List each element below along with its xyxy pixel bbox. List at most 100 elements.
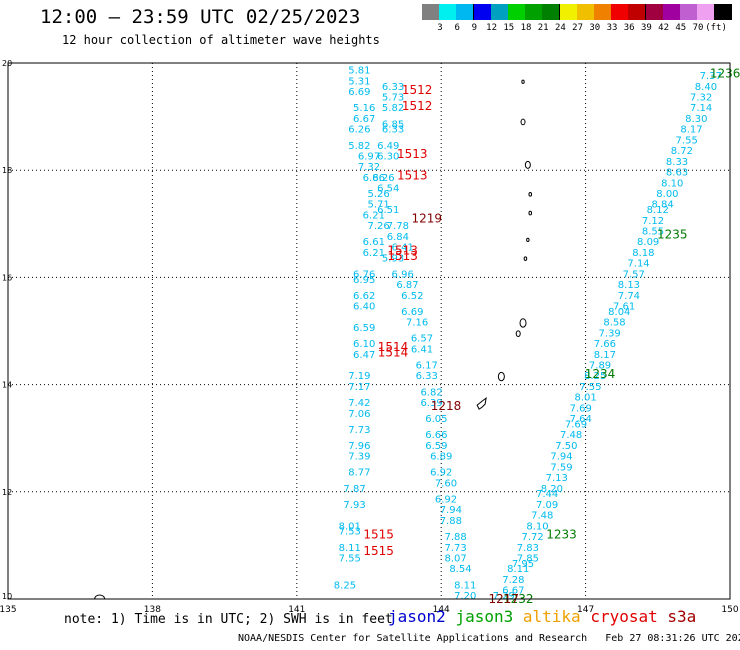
wave-height-value: 7.14 [627,259,649,270]
wave-height-value: 5.71 [367,200,389,211]
wave-height-value: 6.87 [396,280,418,291]
page-subtitle: 12 hour collection of altimeter wave hei… [62,33,380,47]
time-label: 1218 [431,399,462,413]
wave-height-value: 7.32 [358,162,380,173]
wave-height-value: 8.25 [584,371,606,382]
island-outline [497,371,505,382]
wave-height-value: 7.44 [536,489,558,500]
time-label: 1513 [387,249,418,263]
color-label: 42 [658,23,670,33]
wave-height-value: 8.10 [526,521,548,532]
wave-height-value: 6.17 [416,361,438,372]
wave-height-value: 8.01 [574,393,596,404]
wave-height-value: 8.63 [666,168,688,179]
wave-height-value: 7.59 [550,462,572,473]
wave-height-value: 7.64 [570,414,592,425]
wave-height-value: 6.85 [382,119,404,130]
wave-height-value: 5.82 [348,141,370,152]
island-outline [515,330,521,337]
wave-height-value: 6.59 [353,323,375,334]
wave-height-value: 8.54 [449,564,471,575]
wave-height-value: 6.92 [430,468,452,479]
color-label: 18 [520,23,532,33]
wave-height-value: 7.61 [613,302,635,313]
wave-height-value: 8.07 [445,553,467,564]
wave-height-value: 7.73 [445,543,467,554]
time-label: 1513 [387,244,418,258]
time-label: 1514 [378,340,409,354]
wave-height-value: 7.95 [512,559,534,570]
wave-height-value: 6.21 [363,248,385,259]
data-marks: 7.296.677.288.117.957.857.837.728.107.48… [334,66,740,606]
wave-height-value: 7.93 [343,500,365,511]
wave-height-value: 8.04 [608,307,630,318]
y-tick-label: 16 [2,273,12,282]
wave-height-value: 6.82 [420,387,442,398]
time-label: 1515 [363,528,394,542]
wave-height-value: 7.60 [435,478,457,489]
map-grid: 135 138 141 144 147 150 20 18 16 14 12 10 [0,59,739,615]
wave-height-value: 7.09 [536,500,558,511]
yap-outline [94,594,106,600]
wave-height-value: 7.73 [348,425,370,436]
wave-height-value: 8.55 [642,227,664,238]
wave-height-value: 6.96 [392,269,414,280]
wave-height-value: 7.74 [618,291,640,302]
island-outline [528,192,533,197]
wave-height-value: 7.78 [387,221,409,232]
satellite-altika: altika [522,607,591,626]
time-label: 1234 [585,367,616,381]
wave-height-value: 6.33 [382,82,404,93]
wave-height-value: 6.26 [348,125,370,136]
wave-height-value: 6.41 [411,344,433,355]
wave-height-value: 6.67 [502,586,524,597]
y-tick-label: 10 [2,592,12,601]
wave-height-value: 6.66 [425,430,447,441]
wave-height-value: 7.69 [570,403,592,414]
wave-height-value: 5.93 [382,253,404,264]
wave-height-value: 5.31 [348,76,370,87]
time-label: 1236 [710,67,740,81]
color-label: 9 [471,23,478,33]
wave-height-value: 8.40 [695,82,717,93]
wave-height-value: 7.94 [550,452,572,463]
wave-height-value: 6.76 [353,269,375,280]
wave-height-value: 7.88 [440,516,462,527]
wave-height-value: 7.48 [531,511,553,522]
y-tick-label: 14 [2,381,12,390]
color-label: 15 [503,23,515,33]
wave-height-value: 6.39 [420,398,442,409]
color-label: 33 [606,23,618,33]
wave-height-value: 7.16 [406,318,428,329]
wave-height-value: 7.28 [502,575,524,586]
wave-height-value: 7.50 [555,441,577,452]
wave-height-value: 7.17 [348,382,370,393]
wave-height-value: 7.87 [343,484,365,495]
wave-height-value: 7.53 [339,527,361,538]
wave-height-value: 6.40 [353,302,375,313]
wave-height-value: 6.97 [358,151,380,162]
time-label: 1515 [363,544,394,558]
wave-height-value: 8.00 [656,189,678,200]
wave-height-value: 8.30 [685,114,707,125]
wave-height-value: 6.33 [416,371,438,382]
wave-height-value: 5.73 [382,93,404,104]
color-label: 3 [437,23,443,33]
wave-height-value: 7.32 [690,93,712,104]
color-label: 45 [675,23,687,33]
wave-height-value: 5.81 [348,66,370,77]
color-label: 24 [554,23,566,33]
wave-height-value: 6.10 [353,339,375,350]
wave-height-value: 7.48 [560,430,582,441]
wave-height-value: 6.47 [353,350,375,361]
wave-height-value: 8.20 [541,484,563,495]
wave-height-value: 8.18 [632,248,654,259]
wave-height-value: 8.58 [603,318,625,329]
wave-height-value: 8.25 [334,580,356,591]
x-tick-label: 144 [433,605,450,615]
color-label: 12 [486,23,498,33]
wave-height-value: 7.83 [517,543,539,554]
island-outline [524,160,531,169]
satellite-jason2: jason2 [388,607,456,626]
